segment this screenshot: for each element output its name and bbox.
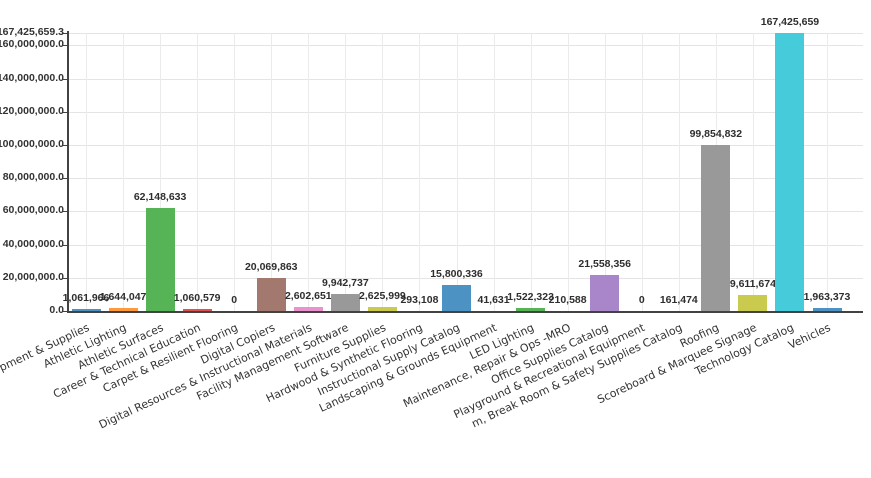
bar-value-label: 21,558,356 <box>578 258 631 271</box>
bar-9[interactable] <box>367 306 397 311</box>
bar-value-label: 2,625,999 <box>359 289 406 302</box>
bar-value-label: 293,108 <box>400 293 439 306</box>
gridline-v <box>530 33 532 311</box>
bar-3[interactable] <box>145 207 175 311</box>
gridline-h <box>67 244 863 246</box>
y-tick-label: 60,000,000.0 <box>2 204 64 217</box>
bar-11[interactable] <box>442 284 471 311</box>
bar-value-label: 9,942,737 <box>321 277 369 290</box>
y-axis-tick <box>62 178 67 180</box>
y-tick-label: 100,000,000.0 <box>0 137 64 150</box>
y-axis-tick <box>62 33 67 34</box>
bar-value-label: 1,060,579 <box>173 292 221 305</box>
gridline-v <box>493 33 495 311</box>
bar-value-label: 20,069,863 <box>244 260 298 273</box>
gridline-v <box>827 33 828 311</box>
y-axis-line <box>67 31 69 311</box>
gridline-h <box>67 144 863 146</box>
gridline-v <box>271 33 273 311</box>
gridline-v <box>641 33 643 311</box>
gridline-h <box>67 277 863 279</box>
bar-value-label: 2,602,651 <box>284 289 332 302</box>
gridline-v <box>345 33 347 311</box>
bar-value-label: 15,800,336 <box>430 267 483 280</box>
y-axis-tick <box>62 311 67 312</box>
gridline-v <box>234 33 236 311</box>
bar-value-label: 41,631 <box>477 293 510 306</box>
y-tick-label: 40,000,000.0 <box>2 237 64 250</box>
bar-value-label: 1,644,047 <box>99 291 147 304</box>
x-axis-line <box>67 311 863 313</box>
bar-value-label: 161,474 <box>659 293 698 306</box>
gridline-h <box>67 45 863 47</box>
gridline-h <box>67 111 863 113</box>
bar-21[interactable] <box>812 307 842 311</box>
bar-20[interactable] <box>775 33 805 311</box>
y-axis-tick <box>62 45 67 47</box>
bar-2[interactable] <box>108 308 138 311</box>
bar-value-label: 99,854,832 <box>689 128 743 141</box>
gridline-v <box>160 33 162 311</box>
y-axis-tick <box>62 244 67 246</box>
bar-1[interactable] <box>71 309 101 311</box>
bar-value-label: 62,148,633 <box>133 190 187 203</box>
y-tick-label: 80,000,000.0 <box>2 171 64 184</box>
y-tick-label: 140,000,000.0 <box>0 71 64 84</box>
y-tick-label: 167,425,659.3 <box>0 26 64 38</box>
gridline-v <box>456 33 458 311</box>
gridline-v <box>123 33 125 311</box>
y-tick-label: 20,000,000.0 <box>2 270 64 283</box>
bar-value-label: 1,522,323 <box>507 291 554 304</box>
y-tick-label: 120,000,000.0 <box>0 104 64 117</box>
y-axis-tick <box>62 111 67 113</box>
gridline-v <box>382 33 384 311</box>
gridline-v <box>197 33 199 311</box>
bar-19[interactable] <box>738 295 768 311</box>
bar-value-label: 9,611,674 <box>729 278 776 291</box>
bar-15[interactable] <box>590 275 620 311</box>
gridline-h <box>67 211 863 213</box>
y-axis-tick <box>62 211 67 213</box>
gridline-v <box>419 33 421 311</box>
y-tick-label: 0.0 <box>49 304 64 316</box>
bar-value-label: 210,588 <box>548 293 587 306</box>
bar-4[interactable] <box>182 309 212 311</box>
gridline-v <box>752 33 754 311</box>
bar-8[interactable] <box>330 294 360 311</box>
bar-value-label: 0 <box>638 294 645 306</box>
y-axis-tick <box>62 277 67 279</box>
y-axis-tick <box>62 144 67 146</box>
gridline-v <box>604 33 606 311</box>
gridline-v <box>567 33 569 311</box>
gridline-v <box>308 33 310 311</box>
gridline-h <box>67 33 863 34</box>
x-axis-label: Vehicles <box>786 321 833 352</box>
bar-6[interactable] <box>256 277 286 311</box>
bar-13[interactable] <box>516 308 546 311</box>
bar-7[interactable] <box>293 306 323 311</box>
y-axis-tick <box>62 78 67 80</box>
gridline-v <box>678 33 680 311</box>
bar-value-label: 0 <box>231 294 238 306</box>
bar-18[interactable] <box>701 145 731 311</box>
bar-value-label: 1,963,373 <box>803 290 851 303</box>
bar-value-label: 167,425,659 <box>760 16 820 28</box>
gridline-h <box>67 78 863 80</box>
gridline-h <box>67 178 863 180</box>
gridline-v <box>86 33 87 311</box>
bar-value-label: 1,061,966 <box>62 292 110 305</box>
y-tick-label: 160,000,000.0 <box>0 38 64 51</box>
